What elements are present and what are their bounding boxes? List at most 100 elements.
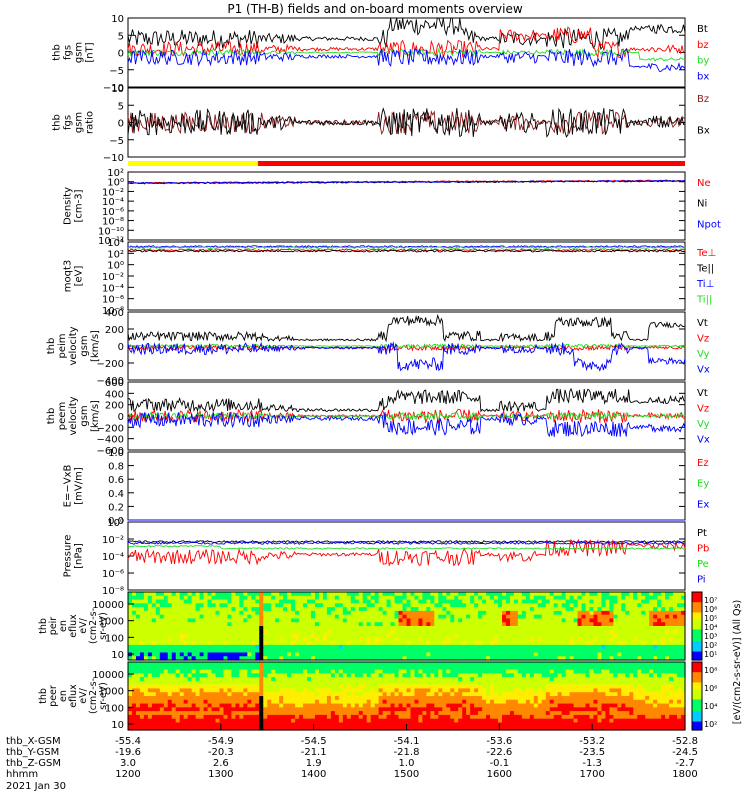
heatmap-cell xyxy=(155,662,161,667)
heatmap-cell xyxy=(402,599,408,604)
heatmap-cell xyxy=(390,652,396,657)
heatmap-cell xyxy=(498,626,503,631)
heatmap-cell xyxy=(131,641,137,646)
heatmap-cell xyxy=(677,626,682,631)
heatmap-cell xyxy=(231,607,237,612)
heatmap-cell xyxy=(338,726,344,731)
heatmap-cell xyxy=(422,699,427,705)
heatmap-cell xyxy=(418,722,424,727)
heatmap-cell xyxy=(490,592,495,597)
heatmap-cell xyxy=(474,629,479,635)
heatmap-cell xyxy=(641,648,646,654)
heatmap-cell xyxy=(589,684,595,690)
heatmap-cell xyxy=(422,607,427,612)
heatmap-cell xyxy=(557,680,563,686)
heatmap-cell xyxy=(529,703,535,708)
heatmap-cell xyxy=(163,699,169,705)
heatmap-cell xyxy=(314,618,320,623)
heatmap-cell xyxy=(326,629,332,635)
heatmap-cell xyxy=(171,595,177,601)
heatmap-cell xyxy=(263,637,268,642)
heatmap-cell xyxy=(303,718,308,724)
heatmap-cell xyxy=(513,637,519,642)
heatmap-cell xyxy=(223,637,229,642)
heatmap-cell xyxy=(382,680,388,686)
heatmap-cell xyxy=(191,641,197,646)
heatmap-cell xyxy=(235,714,240,720)
heatmap-cell xyxy=(227,592,233,597)
heatmap-cell xyxy=(525,662,531,667)
heatmap-cell xyxy=(446,718,451,724)
heatmap-cell xyxy=(386,696,392,701)
heatmap-cell xyxy=(195,726,201,731)
heatmap-cell xyxy=(390,637,396,642)
heatmap-cell xyxy=(529,673,535,678)
heatmap-cell xyxy=(311,622,316,627)
heatmap-cell xyxy=(370,673,376,678)
heatmap-cell xyxy=(128,626,133,631)
heatmap-cell xyxy=(386,699,392,705)
heatmap-cell xyxy=(414,699,420,705)
heatmap-cell xyxy=(410,626,416,631)
heatmap-cell xyxy=(143,718,149,724)
heatmap-cell xyxy=(553,696,559,701)
heatmap-cell xyxy=(147,599,153,604)
heatmap-cell xyxy=(434,677,439,682)
heatmap-cell xyxy=(322,603,328,608)
heatmap-cell xyxy=(589,696,595,701)
heatmap-cell xyxy=(227,680,233,686)
heatmap-cell xyxy=(203,711,209,716)
heatmap-cell xyxy=(422,626,427,631)
heatmap-cell xyxy=(267,726,272,731)
legend-entry: Pi xyxy=(697,575,706,586)
heatmap-cell xyxy=(386,684,392,690)
heatmap-cell xyxy=(621,648,626,654)
heatmap-cell xyxy=(350,714,356,720)
heatmap-cell xyxy=(334,648,340,654)
heatmap-cell xyxy=(470,699,475,705)
heatmap-cell xyxy=(163,618,169,623)
heatmap-cell xyxy=(673,652,678,657)
heatmap-cell xyxy=(155,648,161,654)
heatmap-cell xyxy=(167,722,173,727)
heatmap-cell xyxy=(561,644,567,650)
heatmap-cell xyxy=(362,603,368,608)
heatmap-cell xyxy=(338,592,344,597)
ylabel-line: thb xyxy=(46,408,57,425)
heatmap-cell xyxy=(287,692,292,697)
heatmap-cell xyxy=(442,669,447,674)
heatmap-cell xyxy=(143,603,149,608)
heatmap-cell xyxy=(287,644,292,650)
heatmap-cell xyxy=(326,680,332,686)
heatmap-cell xyxy=(390,726,396,731)
heatmap-cell xyxy=(601,684,607,690)
heatmap-cell xyxy=(657,614,662,620)
heatmap-cell xyxy=(183,718,189,724)
heatmap-cell xyxy=(585,688,591,693)
heatmap-cell xyxy=(430,699,435,705)
heatmap-cell xyxy=(517,684,523,690)
heatmap-cell xyxy=(187,688,193,693)
series-line-Vt xyxy=(127,387,686,413)
heatmap-cell xyxy=(358,656,364,661)
heatmap-cell xyxy=(279,610,284,616)
heatmap-cell xyxy=(151,648,157,654)
heatmap-cell xyxy=(478,677,483,682)
heatmap-cell xyxy=(525,688,531,693)
heatmap-cell xyxy=(358,599,364,604)
heatmap-cell xyxy=(374,599,380,604)
heatmap-cell xyxy=(633,633,638,638)
heatmap-cell xyxy=(498,614,503,620)
heatmap-cell xyxy=(410,618,416,623)
heatmap-cell xyxy=(625,607,630,612)
heatmap-cell xyxy=(366,592,372,597)
heatmap-cell xyxy=(482,607,487,612)
heatmap-cell xyxy=(295,648,300,654)
heatmap-cell xyxy=(187,614,193,620)
heatmap-cell xyxy=(629,633,634,638)
heatmap-cell xyxy=(677,603,682,608)
heatmap-cell xyxy=(517,692,523,697)
heatmap-cell xyxy=(143,714,149,720)
heatmap-cell xyxy=(287,618,292,623)
heatmap-cell xyxy=(147,684,153,690)
